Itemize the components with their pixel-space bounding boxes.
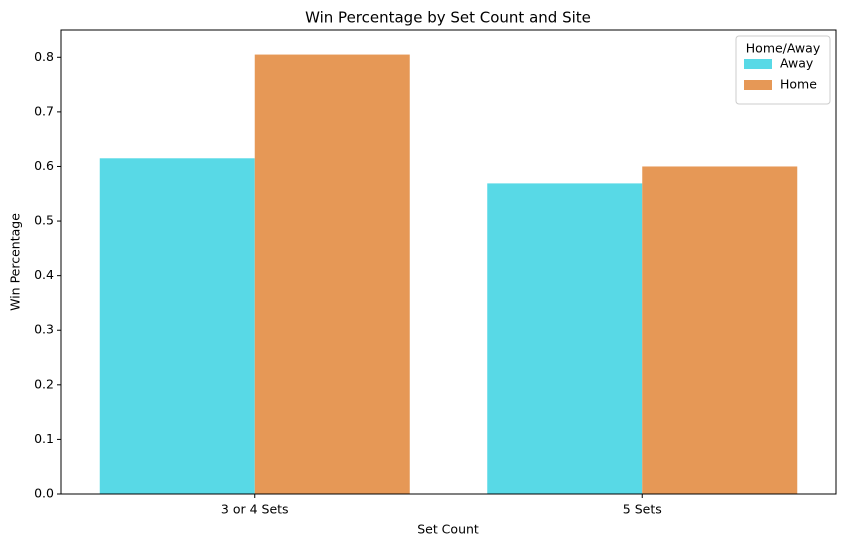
y-tick-label: 0.5 <box>34 213 54 228</box>
y-tick-label: 0.8 <box>34 49 54 64</box>
y-tick-label: 0.4 <box>34 267 54 282</box>
x-axis-label: Set Count <box>417 522 479 537</box>
legend-label: Home <box>780 77 817 92</box>
x-tick-label: 3 or 4 Sets <box>221 502 289 517</box>
y-axis-label: Win Percentage <box>8 213 23 311</box>
legend-swatch <box>744 80 772 90</box>
y-tick-label: 0.7 <box>34 103 54 118</box>
legend-swatch <box>744 59 772 69</box>
y-tick-label: 0.1 <box>34 431 54 446</box>
plot-frame <box>60 29 837 495</box>
y-tick-label: 0.2 <box>34 376 54 391</box>
bar <box>254 54 410 495</box>
bar <box>99 158 255 494</box>
x-tick-label: 5 Sets <box>623 502 662 517</box>
y-tick-label: 0.0 <box>34 486 54 501</box>
y-tick-label: 0.6 <box>34 158 54 173</box>
chart-title: Win Percentage by Set Count and Site <box>305 9 591 27</box>
bar <box>487 183 643 494</box>
legend-title: Home/Away <box>746 41 821 56</box>
y-tick-label: 0.3 <box>34 322 54 337</box>
legend-label: Away <box>780 56 814 71</box>
bar <box>642 166 798 494</box>
